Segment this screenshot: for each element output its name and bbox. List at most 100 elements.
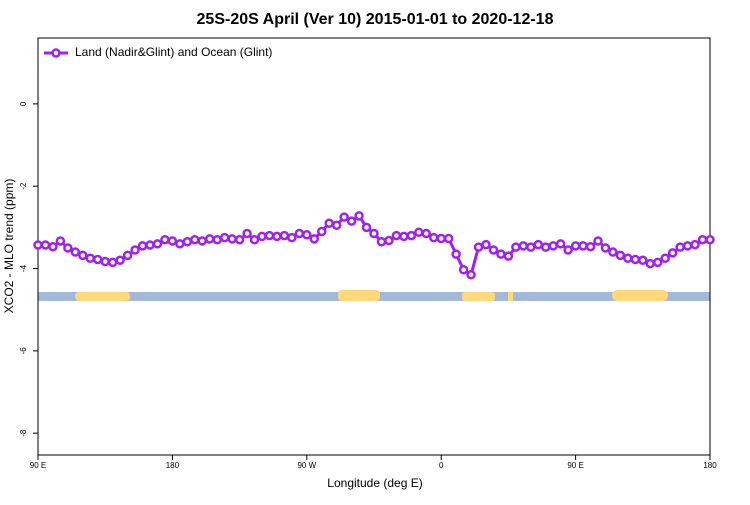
point	[48, 241, 58, 252]
point	[533, 239, 544, 250]
point	[63, 243, 73, 253]
point	[294, 228, 305, 239]
point	[660, 253, 670, 263]
legend-label: Land (Nadir&Glint) and Ocean (Glint)	[75, 45, 272, 59]
point	[182, 237, 193, 247]
point	[578, 241, 588, 251]
point	[675, 242, 685, 252]
point	[242, 228, 252, 239]
point	[92, 254, 103, 265]
point	[652, 257, 663, 268]
y-tick-label: -4	[19, 264, 28, 272]
point	[645, 258, 656, 269]
point	[130, 245, 140, 255]
point	[302, 230, 312, 240]
point	[458, 265, 469, 275]
point	[481, 239, 491, 250]
point	[570, 241, 581, 251]
point	[40, 240, 51, 250]
point	[309, 234, 320, 244]
point	[175, 239, 185, 249]
point	[204, 234, 215, 244]
point	[249, 234, 260, 245]
point	[638, 255, 648, 266]
point	[414, 227, 424, 238]
land-ocean-strip	[38, 290, 710, 301]
point	[473, 242, 484, 252]
point	[369, 228, 379, 239]
point	[421, 228, 432, 239]
point	[257, 231, 267, 242]
point	[287, 232, 297, 243]
point	[190, 234, 200, 245]
point	[518, 241, 529, 251]
point	[339, 212, 349, 222]
point	[623, 253, 633, 263]
point	[160, 234, 170, 245]
point	[33, 240, 43, 250]
point	[376, 237, 387, 247]
point	[667, 248, 678, 258]
point	[503, 251, 514, 261]
point	[167, 236, 178, 246]
point	[615, 250, 626, 261]
point	[399, 231, 409, 242]
point	[331, 220, 342, 231]
point	[346, 216, 357, 226]
point	[600, 243, 611, 253]
point	[682, 241, 693, 251]
point	[608, 247, 618, 257]
point	[324, 218, 334, 228]
point	[630, 254, 641, 265]
point	[279, 230, 290, 241]
point	[555, 239, 566, 249]
point	[428, 232, 439, 243]
y-axis-label: XCO2 - MLO trend (ppm)	[2, 179, 16, 314]
point	[466, 269, 476, 280]
point	[511, 242, 521, 252]
point	[391, 230, 402, 241]
point	[100, 256, 110, 267]
point	[697, 234, 708, 245]
point	[152, 239, 163, 249]
x-tick-label: 180	[166, 461, 180, 470]
point	[197, 236, 208, 246]
point	[548, 241, 558, 251]
point	[406, 230, 417, 241]
point	[361, 222, 372, 233]
point	[70, 247, 81, 257]
point	[690, 239, 700, 250]
point	[145, 240, 155, 250]
y-tick-label: -8	[19, 429, 28, 437]
x-tick-label: 90 W	[297, 461, 316, 470]
point	[705, 234, 715, 245]
point	[488, 245, 499, 255]
point	[563, 245, 573, 255]
point	[115, 255, 125, 266]
point	[122, 250, 133, 261]
x-tick-label: 90 E	[30, 461, 46, 470]
point	[384, 235, 394, 246]
point	[264, 230, 275, 241]
point	[593, 236, 603, 246]
point	[354, 211, 364, 221]
y-tick-label: -6	[19, 347, 28, 355]
point	[443, 233, 454, 244]
x-axis-label: Longitude (deg E)	[327, 476, 422, 490]
point	[496, 249, 506, 259]
legend-marker	[51, 48, 61, 58]
x-tick-label: 90 E	[567, 461, 583, 470]
point	[451, 249, 461, 259]
point	[85, 253, 96, 263]
point	[585, 241, 596, 252]
chart-title: 25S-20S April (Ver 10) 2015-01-01 to 202…	[197, 11, 554, 28]
point	[272, 231, 282, 242]
point	[227, 234, 237, 244]
point	[316, 226, 327, 237]
y-tick-label: 0	[19, 101, 28, 106]
y-tick-label: -2	[19, 182, 28, 190]
point	[78, 250, 88, 261]
point	[107, 257, 118, 268]
point	[234, 234, 245, 245]
